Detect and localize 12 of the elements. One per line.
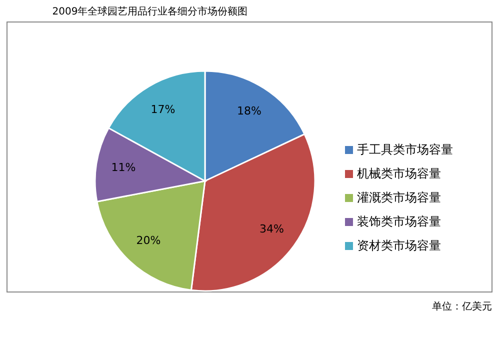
legend-label: 资材类市场容量 bbox=[357, 238, 441, 252]
data-label: 20% bbox=[136, 234, 161, 248]
chart-title: 2009年全球园艺用品行业各细分市场份额图 bbox=[52, 6, 248, 18]
data-label: 34% bbox=[260, 222, 284, 236]
data-label: 18% bbox=[236, 104, 262, 118]
legend-label: 手工具类市场容量 bbox=[357, 142, 453, 156]
data-label: 17% bbox=[150, 102, 176, 116]
text: 单位：亿美元 bbox=[432, 300, 492, 313]
legend-label: 机械类市场容量 bbox=[357, 166, 441, 180]
legend-label: 装饰类市场容量 bbox=[357, 214, 441, 228]
data-label: 11% bbox=[111, 161, 136, 174]
legend-label: 灌溉类市场容量 bbox=[357, 190, 441, 204]
